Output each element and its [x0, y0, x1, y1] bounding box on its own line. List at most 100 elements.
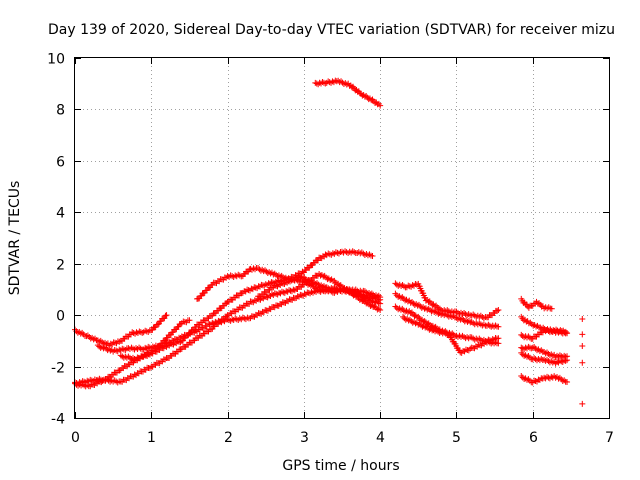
data-point: [545, 304, 552, 311]
data-point: [284, 279, 291, 286]
data-point: [120, 346, 127, 353]
data-point: [495, 340, 502, 347]
data-point: [418, 322, 425, 329]
data-point: [564, 330, 571, 337]
data-point: [343, 81, 350, 88]
data-point: [162, 312, 169, 319]
y-tick-label: 2: [56, 258, 65, 274]
data-point: [308, 278, 315, 285]
data-point: [334, 249, 341, 256]
data-point: [410, 300, 417, 307]
data-point: [405, 317, 412, 324]
isolated-point: [579, 400, 586, 407]
data-point: [409, 298, 416, 305]
data-point: [523, 376, 530, 383]
data-point: [548, 351, 555, 358]
data-point: [549, 359, 556, 366]
data-point: [94, 342, 101, 349]
data-point: [347, 288, 354, 295]
y-axis-label: SDTVAR / TECUs: [7, 181, 23, 296]
data-point: [523, 353, 530, 360]
data-point: [423, 323, 430, 330]
data-point: [400, 283, 407, 290]
x-tick-label: 3: [300, 430, 309, 446]
data-point: [559, 377, 566, 384]
data-point: [411, 318, 418, 325]
data-point: [377, 102, 384, 109]
data-point: [392, 303, 399, 310]
data-point: [538, 355, 545, 362]
y-tick-label: 4: [56, 206, 65, 222]
data-point: [417, 303, 424, 310]
data-point: [314, 280, 321, 287]
data-point: [377, 294, 384, 301]
data-point: [162, 343, 169, 350]
data-point: [90, 336, 97, 343]
data-point: [544, 349, 551, 356]
data-point: [400, 313, 407, 320]
ticks: 0 1 2 3 4 5 6 7 -4 -2 0 2 4 6 8 10: [47, 52, 614, 447]
data-point: [375, 305, 382, 312]
data-point: [536, 347, 543, 354]
x-tick-label: 5: [452, 430, 461, 446]
data-point: [177, 320, 184, 327]
data-point: [287, 287, 294, 294]
data-point: [407, 299, 414, 306]
data-point: [307, 290, 314, 297]
isolated-point: [579, 316, 586, 322]
data-point: [271, 290, 278, 297]
data-point: [336, 79, 343, 86]
data-point: [273, 290, 280, 297]
data-point: [261, 282, 268, 289]
data-point: [136, 328, 143, 335]
data-point: [406, 316, 413, 323]
data-point: [154, 321, 161, 328]
data-point: [318, 282, 325, 289]
data-point: [564, 379, 571, 385]
data-point: [420, 304, 427, 311]
data-point: [495, 323, 502, 330]
data-point: [370, 303, 377, 310]
data-point: [131, 371, 138, 378]
data-point: [271, 270, 278, 277]
data-point: [320, 283, 327, 290]
data-point: [555, 375, 562, 382]
data-point: [368, 97, 375, 104]
data-point: [415, 301, 422, 308]
data-point: [541, 348, 548, 355]
data-point: [368, 290, 375, 297]
data-point: [365, 296, 372, 303]
data-point: [320, 273, 327, 280]
data-point: [223, 313, 230, 320]
plot-frame: [74, 57, 610, 419]
y-tick-label: 10: [47, 52, 65, 68]
data-point: [525, 376, 532, 383]
data-point: [355, 292, 362, 299]
data-point: [362, 295, 369, 302]
data-point: [542, 350, 549, 357]
data-point: [413, 301, 420, 308]
data-point: [414, 302, 421, 309]
y-tick-label: 0: [56, 309, 65, 325]
x-axis-label: GPS time / hours: [282, 458, 399, 474]
data-point: [311, 279, 318, 286]
isolated-point: [579, 343, 586, 349]
data-points: [72, 77, 586, 407]
data-point: [354, 291, 361, 298]
grid: [75, 58, 609, 418]
data-point: [465, 318, 472, 325]
data-point: [137, 345, 144, 352]
data-point: [556, 357, 563, 364]
isolated-point: [579, 331, 586, 338]
data-point: [562, 357, 569, 364]
data-point: [415, 321, 422, 328]
data-point: [97, 337, 104, 344]
data-point: [495, 307, 502, 313]
data-point: [404, 316, 411, 323]
data-point: [548, 373, 555, 380]
chart-title: Day 139 of 2020, Sidereal Day-to-day VTE…: [48, 22, 615, 38]
data-point: [427, 325, 434, 332]
data-point: [432, 308, 439, 315]
data-point: [525, 353, 532, 360]
